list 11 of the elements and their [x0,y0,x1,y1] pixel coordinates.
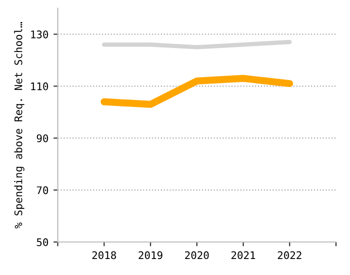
y-tick-label: 50 [36,238,48,246]
y-axis-title: % Spending above Req. Net School… [14,22,24,228]
y-tick-label: 130 [31,30,48,38]
x-tick-label: 2020 [185,251,209,260]
x-tick-label: 2022 [278,251,302,260]
y-tick-label: 70 [36,186,48,194]
y-tick-label: 90 [36,134,48,142]
x-tick-label: 2021 [231,251,256,260]
y-tick-label: 110 [31,82,48,90]
x-tick-label: 2018 [92,251,116,260]
x-tick-label: 2019 [138,251,162,260]
